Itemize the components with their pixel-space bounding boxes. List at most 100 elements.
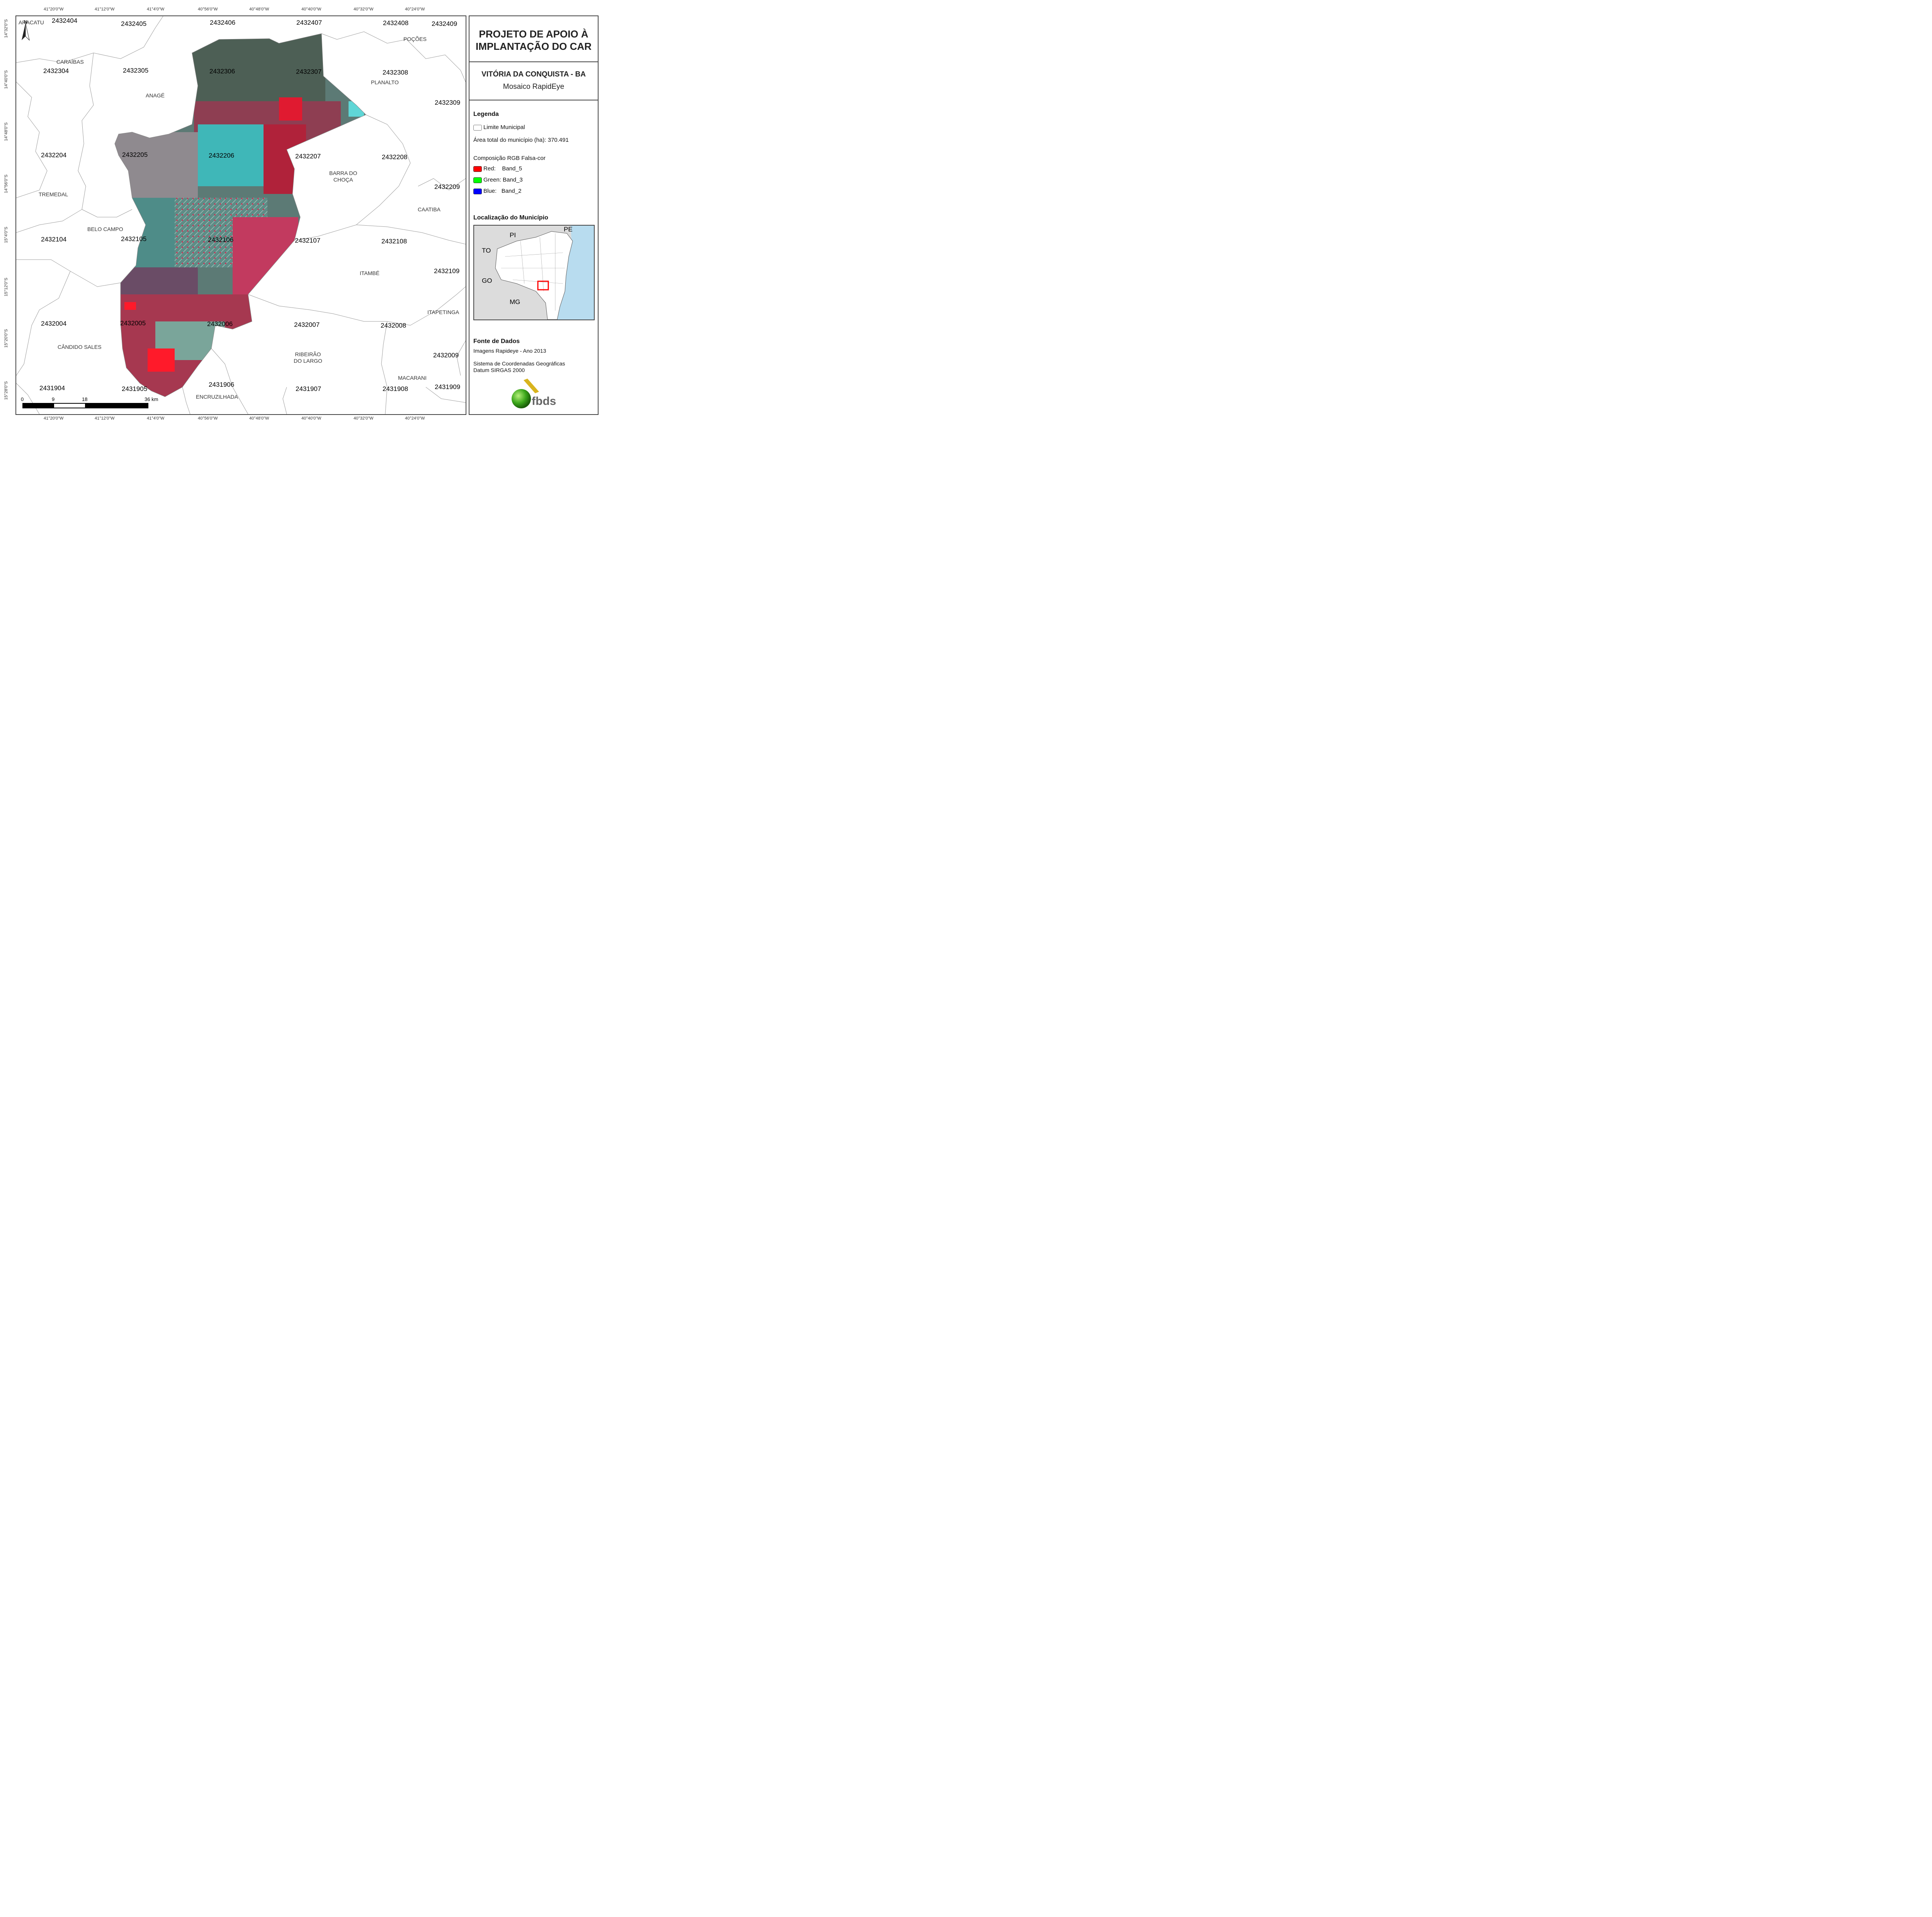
place-planalto: PLANALTO — [371, 79, 399, 85]
fbds-logo-icon — [512, 379, 539, 408]
top-coord-label: 40°24'0"W — [405, 7, 425, 12]
place-tremedal: TREMEDAL — [39, 191, 68, 197]
legend-title: Legenda — [473, 111, 499, 117]
place-caraibas: CARAÍBAS — [56, 59, 84, 65]
municipality-locator — [537, 280, 549, 291]
municipality-title: VITÓRIA DA CONQUISTA - BA — [481, 70, 586, 78]
place-itambe: ITAMBÉ — [360, 270, 380, 276]
grid-code: 2432109 — [434, 267, 460, 275]
north-label: N — [24, 19, 27, 25]
scale-label: 36 km — [145, 396, 158, 402]
title-line-2: IMPLANTAÇÃO DO CAR — [476, 41, 592, 52]
bottom-coord-label: 40°40'0"W — [301, 416, 321, 421]
municipal-boundaries — [16, 16, 466, 414]
legend-red-row: Red: Band_5 — [473, 165, 522, 172]
red-swatch — [473, 166, 482, 172]
grid-code: 2431909 — [435, 383, 461, 391]
grid-code: 2431908 — [383, 385, 408, 393]
bottom-coord-label: 41°12'0"W — [95, 416, 115, 421]
north-arrow-icon — [22, 23, 30, 41]
location-title: Localização do Município — [473, 214, 548, 221]
place-encruzilhada: ENCRUZILHADA — [196, 394, 238, 400]
grid-code: 2432206 — [209, 152, 235, 159]
grid-code: 2432005 — [120, 320, 146, 327]
grid-code: 2432007 — [294, 321, 320, 328]
grid-code: 2431905 — [122, 385, 148, 393]
inset-label-pi: PI — [510, 231, 516, 239]
grid-code: 2432404 — [52, 17, 78, 24]
top-coord-label: 40°48'0"W — [249, 7, 269, 12]
grid-code: 2432205 — [122, 151, 148, 158]
grid-code: 2432405 — [121, 20, 147, 27]
place-anage: ANAGÉ — [146, 92, 165, 99]
grid-code: 2432204 — [41, 151, 67, 159]
left-coord-label: 14°56'0"S — [4, 174, 9, 194]
bottom-coord-label: 40°56'0"W — [198, 416, 218, 421]
grid-code: 2432309 — [435, 99, 461, 106]
grid-code: 2432409 — [432, 20, 457, 27]
blue-swatch — [473, 188, 482, 194]
title-line-1: PROJETO DE APOIO À — [479, 28, 588, 40]
inset-label-mg: MG — [510, 298, 520, 306]
legend-panel: PROJETO DE APOIO À IMPLANTAÇÃO DO CAR VI… — [469, 15, 599, 415]
legend-red-label: Red: Band_5 — [483, 165, 522, 172]
map-frame: N 0 9 18 36 km 2432404 2432405 2432406 2… — [15, 15, 466, 415]
grid-code: 2432407 — [296, 19, 322, 26]
grid-code: 2432304 — [43, 67, 69, 75]
bottom-coord-label: 41°20'0"W — [44, 416, 64, 421]
mosaic-subtitle: Mosaico RapidEye — [503, 83, 565, 91]
source-line-1: Imagens Rapideye - Ano 2013 — [473, 348, 546, 354]
place-caatiba: CAATIBA — [418, 206, 440, 212]
inset-label-to: TO — [482, 247, 491, 254]
grid-code: 2432106 — [208, 236, 234, 243]
grid-code: 2431904 — [39, 384, 65, 392]
source-title: Fonte de Dados — [473, 338, 520, 345]
bahia-state — [495, 231, 573, 320]
legend-green-row: Green: Band_3 — [473, 177, 523, 183]
project-title: PROJETO DE APOIO À IMPLANTAÇÃO DO CAR — [469, 28, 598, 53]
rapideye-mosaic — [115, 34, 366, 397]
left-coord-label: 14°40'0"S — [4, 70, 9, 89]
top-coord-label: 40°32'0"W — [354, 7, 374, 12]
grid-code: 2432006 — [207, 320, 233, 328]
scale-bar — [22, 403, 148, 408]
grid-code: 2432108 — [381, 238, 407, 245]
fbds-logo: fbds — [511, 379, 561, 410]
scale-label: 9 — [52, 396, 55, 402]
top-coord-label: 41°20'0"W — [44, 7, 64, 12]
bottom-coord-label: 40°24'0"W — [405, 416, 425, 421]
sea — [557, 226, 594, 320]
inset-label-pe: PE — [564, 226, 573, 233]
grid-code: 2432408 — [383, 19, 409, 27]
grid-code: 2432207 — [295, 153, 321, 160]
place-macarani: MACARANI — [398, 375, 427, 381]
place-barra-do-choca: BARRA DO CHOÇA — [329, 170, 357, 183]
place-ribeirao-do-largo: RIBEIRÃO DO LARGO — [294, 351, 322, 364]
place-pocoes: POÇÕES — [403, 36, 427, 42]
source-line-2: Sistema de Coordenadas Geográficas — [473, 360, 565, 367]
bottom-coord-label: 41°4'0"W — [147, 416, 165, 421]
legend-blue-row: Blue: Band_2 — [473, 188, 521, 194]
bottom-coord-label: 40°32'0"W — [354, 416, 374, 421]
grid-code: 2432107 — [295, 237, 321, 244]
grid-code: 2432307 — [296, 68, 322, 75]
inset-label-go: GO — [482, 277, 492, 284]
grid-code: 2432004 — [41, 320, 67, 327]
divider — [469, 61, 598, 62]
grid-code: 2432208 — [382, 153, 408, 161]
source-line-3: Datum SIRGAS 2000 — [473, 367, 525, 373]
grid-code: 2432009 — [433, 352, 459, 359]
top-coord-label: 40°56'0"W — [198, 7, 218, 12]
grid-code: 2432306 — [209, 68, 235, 75]
grid-code: 2431907 — [296, 385, 321, 393]
left-coord-label: 15°12'0"S — [4, 277, 9, 297]
map-canvas — [16, 16, 466, 414]
green-swatch — [473, 177, 482, 183]
top-coord-label: 41°12'0"W — [95, 7, 115, 12]
legend-green-label: Green: Band_3 — [483, 177, 523, 183]
grid-code: 2432305 — [123, 67, 149, 74]
grid-code: 2432104 — [41, 236, 67, 243]
fbds-logo-text: fbds — [532, 395, 556, 408]
left-coord-label: 14°48'0"S — [4, 122, 9, 141]
legend-limit-row: Limite Municipal — [473, 124, 525, 131]
